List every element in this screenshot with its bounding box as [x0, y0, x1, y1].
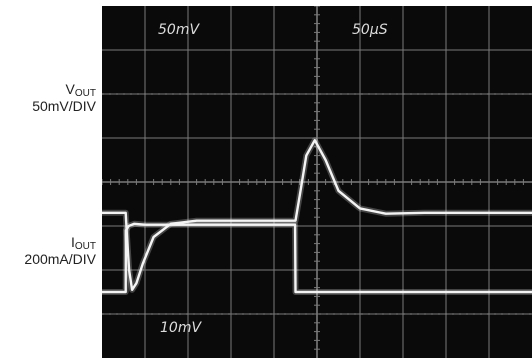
iout-label-subscript: OUT	[74, 241, 96, 252]
graticule	[102, 6, 532, 358]
vout-trace	[102, 139, 532, 291]
iout-channel-label: IOUT 200mA/DIV	[24, 234, 96, 268]
ch2-scale-readout: 10mV	[160, 320, 202, 336]
vout-scale-label: 50mV/DIV	[32, 98, 96, 114]
iout-label-main: I	[71, 234, 75, 250]
vout-label-subscript: OUT	[74, 88, 96, 99]
ch1-scale-readout: 50mV	[158, 22, 200, 38]
vout-channel-label: VOUT 50mV/DIV	[32, 81, 96, 115]
iout-trace	[102, 222, 532, 294]
vout-label-main: V	[65, 81, 75, 97]
timebase-readout: 50μS	[352, 22, 388, 38]
iout-scale-label: 200mA/DIV	[24, 251, 96, 267]
waveform-traces	[102, 137, 532, 295]
oscilloscope-screen: 50mV 50μS 10mV	[102, 6, 532, 358]
